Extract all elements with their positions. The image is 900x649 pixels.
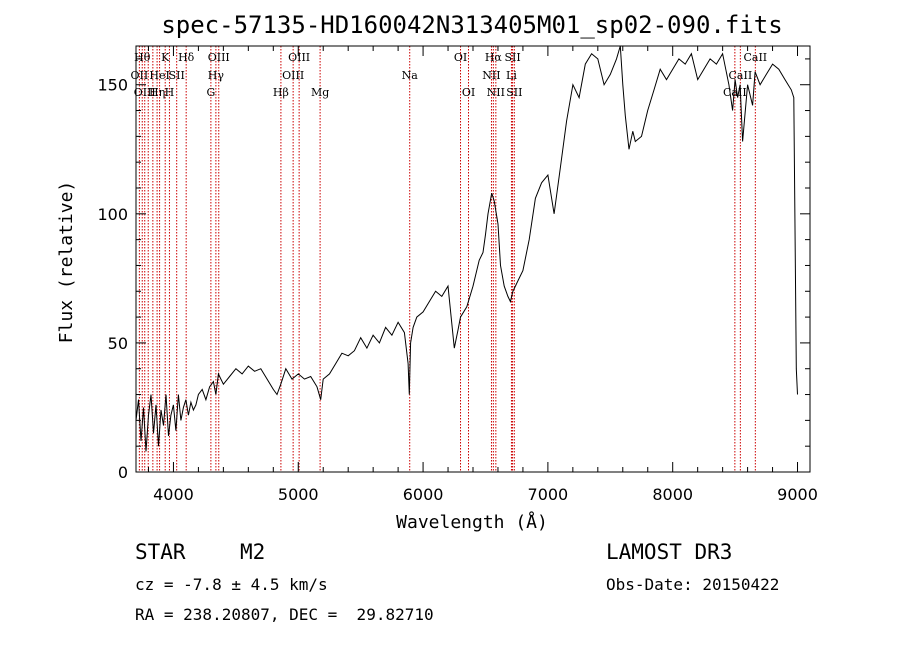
- line-label: K: [161, 51, 170, 64]
- line-label: Hη: [149, 86, 165, 99]
- chart-title: spec-57135-HD160042N313405M01_sp02-090.f…: [161, 11, 782, 39]
- line-label: OI: [462, 86, 475, 99]
- object-class: STAR: [135, 540, 186, 564]
- x-axis-ticks: 4000 5000 6000 7000 8000 9000: [147, 46, 818, 504]
- spectrum-line: [135, 45, 798, 452]
- coordinates: RA = 238.20807, DEC = 29.82710: [135, 605, 434, 624]
- line-label: Na: [402, 69, 419, 82]
- x-tick-label: 8000: [652, 485, 693, 504]
- line-label: CaII: [729, 69, 753, 82]
- line-label: CaII: [743, 51, 767, 64]
- emission-line-markers: [138, 46, 756, 472]
- object-subclass: M2: [240, 540, 266, 564]
- y-tick-label: 50: [108, 334, 128, 353]
- line-label: OIII: [208, 51, 230, 64]
- plot-frame: [135, 45, 811, 473]
- y-tick-label: 100: [97, 205, 128, 224]
- x-tick-label: 6000: [403, 485, 444, 504]
- x-axis-label: Wavelength (Å): [396, 511, 548, 533]
- line-label: Hθ: [134, 51, 151, 64]
- line-label: H: [165, 86, 175, 99]
- y-tick-label: 0: [118, 463, 128, 482]
- line-label: SII: [506, 86, 522, 99]
- line-label: OIII: [134, 86, 156, 99]
- line-label: OI: [454, 51, 467, 64]
- y-tick-label: 150: [97, 76, 128, 95]
- line-label: NII: [487, 86, 505, 99]
- x-tick-label: 5000: [278, 485, 319, 504]
- line-label: SII: [504, 51, 520, 64]
- survey-name: LAMOST DR3: [606, 540, 733, 564]
- x-tick-label: 9000: [777, 485, 818, 504]
- line-label: Hδ: [178, 51, 195, 64]
- line-label: G: [206, 86, 215, 99]
- redshift-cz: cz = -7.8 ± 4.5 km/s: [135, 575, 328, 594]
- emission-line-labels: OIIHθOIIIHηHeIKHSIIHδGHγOIIIHβOIIIOIIIMg…: [131, 51, 768, 99]
- x-tick-label: 7000: [528, 485, 569, 504]
- obs-date: Obs-Date: 20150422: [606, 575, 780, 594]
- line-label: OIII: [288, 51, 310, 64]
- line-label: Hβ: [273, 86, 289, 99]
- line-label: HeI: [149, 69, 169, 82]
- y-axis-label: Flux (relative): [56, 181, 77, 344]
- line-label: Mg: [311, 86, 329, 99]
- line-label: Li: [506, 69, 517, 82]
- line-label: OIII: [282, 69, 304, 82]
- y-axis-ticks: 0 50 100 150: [97, 58, 810, 482]
- line-label: Hγ: [208, 69, 225, 82]
- line-label: NII: [482, 69, 500, 82]
- x-tick-label: 4000: [153, 485, 194, 504]
- line-label: OII: [131, 69, 149, 82]
- line-label: Hα: [485, 51, 503, 64]
- line-label: SII: [169, 69, 185, 82]
